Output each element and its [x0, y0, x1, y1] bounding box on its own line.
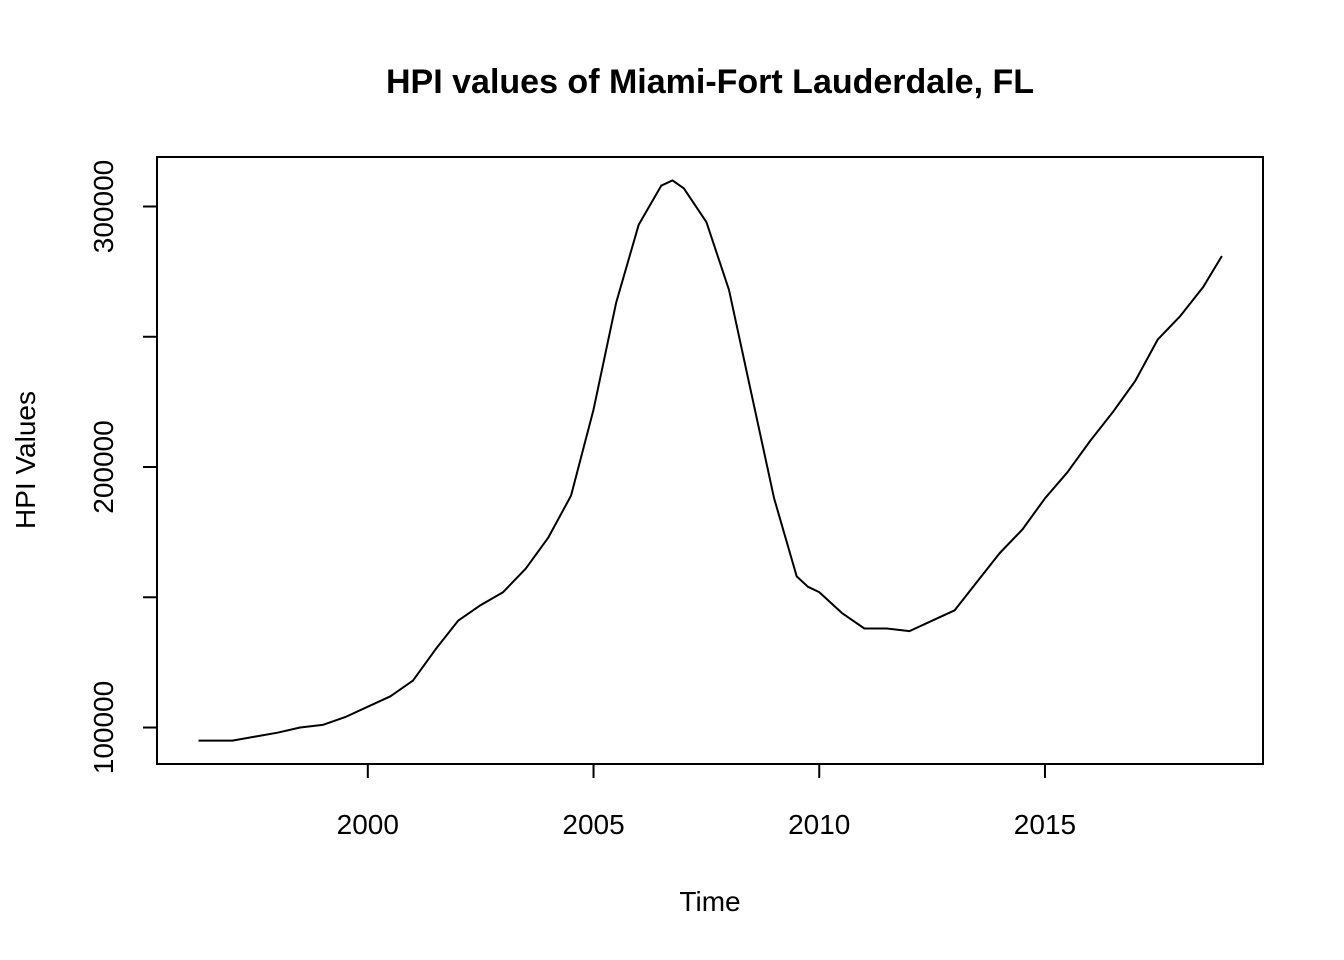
- hpi-series-line: [198, 179, 1223, 742]
- x-tick-label: 2000: [337, 809, 399, 840]
- chart-title: HPI values of Miami-Fort Lauderdale, FL: [386, 63, 1034, 101]
- plot-frame: [156, 156, 1264, 765]
- x-tick-label: 2005: [562, 809, 624, 840]
- y-axis: 100000 200000 300000: [88, 160, 157, 774]
- y-tick-label: 200000: [88, 420, 119, 513]
- x-tick-label: 2015: [1014, 809, 1076, 840]
- x-axis: 2000 2005 2010 2015: [337, 764, 1076, 840]
- y-tick-label: 100000: [88, 681, 119, 774]
- x-axis-label: Time: [679, 886, 740, 917]
- x-tick-label: 2010: [788, 809, 850, 840]
- y-axis-label: HPI Values: [10, 391, 41, 529]
- y-tick-label: 300000: [88, 160, 119, 253]
